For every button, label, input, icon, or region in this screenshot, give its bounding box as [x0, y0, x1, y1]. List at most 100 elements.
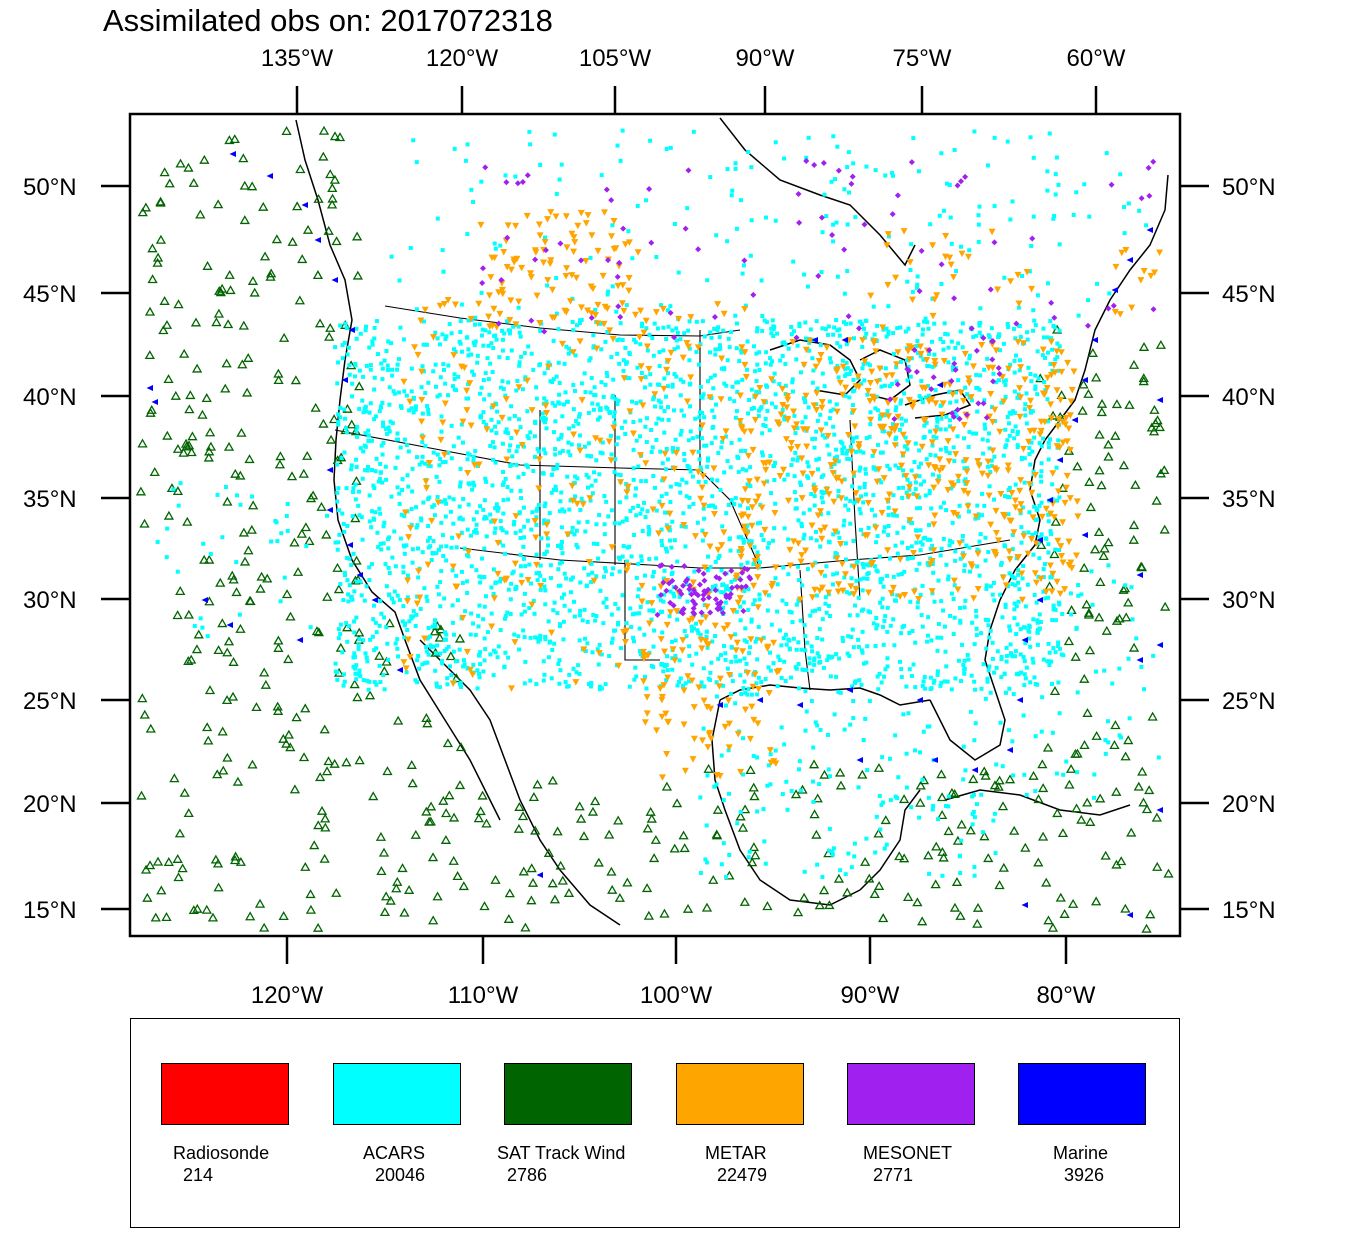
sat-wind-point — [397, 863, 408, 873]
metar-point — [882, 372, 890, 380]
acars-point — [882, 413, 887, 418]
acars-point — [466, 502, 471, 507]
acars-point — [832, 432, 837, 437]
sat-wind-point — [313, 627, 325, 637]
acars-point — [593, 478, 598, 483]
acars-point — [1107, 291, 1112, 296]
metar-point — [992, 347, 1000, 354]
acars-point — [1047, 131, 1052, 136]
acars-point — [728, 691, 733, 696]
acars-point — [813, 608, 818, 613]
acars-point — [1045, 188, 1050, 193]
metar-point — [584, 212, 592, 219]
acars-point — [920, 400, 925, 405]
acars-point — [847, 190, 852, 195]
acars-point — [994, 762, 999, 767]
metar-point — [687, 314, 695, 321]
acars-point — [812, 656, 817, 661]
acars-point — [603, 682, 608, 687]
metar-point — [617, 479, 625, 486]
mesonet-point — [656, 563, 663, 570]
acars-point — [393, 465, 398, 470]
acars-point — [768, 668, 773, 673]
acars-point — [164, 555, 169, 560]
acars-point — [828, 356, 833, 361]
acars-point — [752, 598, 757, 603]
metar-point — [690, 704, 698, 711]
acars-point — [601, 394, 606, 399]
acars-point — [578, 580, 583, 585]
acars-point — [517, 360, 522, 365]
acars-point — [966, 509, 971, 514]
acars-point — [944, 414, 949, 419]
acars-point — [445, 676, 450, 681]
metar-point — [899, 431, 907, 439]
acars-point — [668, 484, 673, 489]
acars-point — [440, 533, 445, 538]
metar-point — [751, 557, 759, 565]
acars-point — [1008, 642, 1013, 647]
acars-point — [681, 379, 686, 384]
acars-point — [985, 163, 990, 168]
sat-wind-point — [278, 911, 289, 921]
metar-point — [817, 427, 825, 434]
sat-wind-point — [328, 414, 340, 424]
metar-point — [991, 406, 999, 414]
metar-point — [833, 555, 841, 562]
acars-point — [546, 619, 551, 624]
acars-point — [950, 520, 955, 525]
acars-point — [823, 435, 828, 440]
acars-point — [844, 321, 849, 326]
coastline-segment — [719, 117, 916, 267]
acars-point — [895, 326, 900, 331]
sat-wind-point — [823, 848, 834, 858]
metar-point — [688, 677, 696, 684]
acars-point — [454, 573, 459, 578]
acars-point — [525, 434, 530, 439]
acars-point — [535, 447, 540, 452]
metar-point — [510, 256, 518, 264]
metar-point — [974, 550, 982, 558]
acars-point — [980, 830, 985, 835]
acars-point — [1039, 444, 1044, 449]
acars-point — [1068, 591, 1073, 596]
acars-point — [1019, 455, 1024, 460]
acars-point — [435, 452, 440, 457]
acars-point — [562, 509, 567, 514]
metar-point — [1028, 285, 1036, 293]
acars-point — [776, 654, 781, 659]
acars-point — [826, 603, 831, 608]
acars-point — [587, 358, 592, 363]
acars-point — [939, 635, 944, 640]
sat-wind-point — [406, 760, 417, 769]
acars-point — [386, 425, 391, 430]
acars-point — [624, 516, 629, 521]
acars-point — [415, 658, 420, 663]
acars-point — [794, 357, 799, 362]
sat-wind-point — [305, 904, 317, 914]
acars-point — [835, 144, 840, 149]
acars-point — [665, 405, 670, 410]
metar-point — [400, 378, 408, 386]
acars-point — [624, 360, 629, 365]
acars-point — [542, 504, 547, 509]
acars-point — [865, 361, 870, 366]
metar-point — [763, 645, 771, 652]
acars-point — [404, 543, 409, 548]
acars-point — [501, 543, 506, 548]
acars-point — [1050, 347, 1055, 352]
acars-point — [952, 356, 957, 361]
acars-point — [715, 328, 720, 333]
acars-point — [977, 573, 982, 578]
acars-point — [863, 492, 868, 497]
acars-point — [823, 490, 828, 495]
acars-point — [557, 380, 562, 385]
sat-wind-point — [297, 254, 308, 264]
acars-point — [379, 443, 384, 448]
acars-point — [640, 321, 645, 326]
metar-point — [748, 522, 756, 530]
metar-point — [607, 457, 615, 464]
acars-point — [962, 671, 967, 676]
acars-point — [519, 573, 524, 578]
acars-point — [446, 644, 451, 649]
